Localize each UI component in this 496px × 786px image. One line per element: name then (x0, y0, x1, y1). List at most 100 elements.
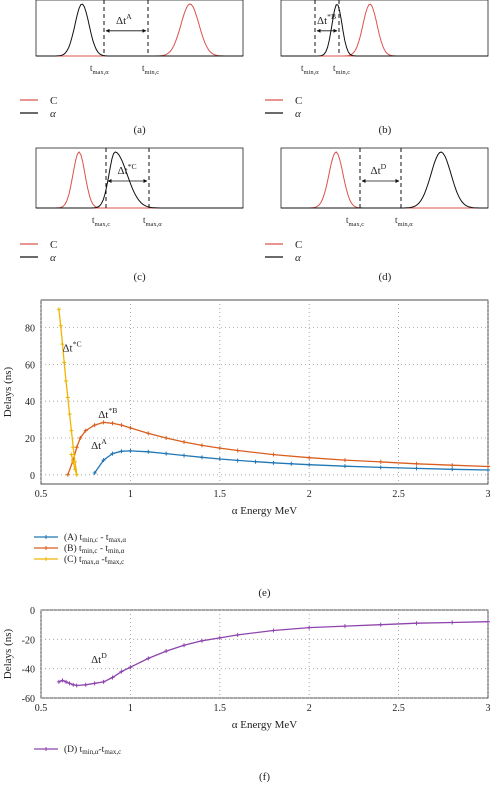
plot-e-series-point (119, 449, 124, 454)
plot-e-series-point (72, 467, 77, 472)
panel-a-alpha-curve (36, 3, 243, 57)
panel-c-caption: (c) (134, 271, 147, 283)
plot-e-series-point (217, 446, 222, 451)
plot-e-series-point (378, 459, 383, 464)
plot-f-xtick-label: 2 (307, 703, 312, 714)
plot-e-series-point (74, 472, 79, 477)
plot-e-series-point (271, 460, 276, 465)
plot-e-series-point (71, 445, 76, 450)
plot-e-xtick-label: 1.5 (214, 489, 227, 500)
plot-e-series-point (146, 449, 151, 454)
panel-b-legend-black-label: α (295, 108, 301, 120)
panel-b-legend-red-label: C (295, 95, 302, 107)
plot-e-series-point (450, 463, 455, 468)
panel-d-caption: (d) (379, 271, 392, 283)
panel-d-frame (280, 147, 489, 209)
plot-e-xtick-label: 2.5 (392, 489, 405, 500)
plot-e-series-point (164, 451, 169, 456)
plot-f-legend-label: (D) tmin,α-tmax,c (64, 744, 121, 756)
plot-f-ytick-label: -60 (22, 694, 35, 705)
plot-e-series-point (74, 445, 79, 450)
panel-b-delta-label: Δt*B (317, 12, 336, 27)
plot-f-series-point (128, 665, 133, 670)
plot-e-ytick-label: 60 (25, 360, 35, 371)
plot-f-series-point (450, 620, 455, 625)
plot-f-series-point (74, 683, 79, 688)
plot-f-series-point (64, 679, 69, 684)
panel-c-c-curve (36, 151, 243, 209)
plot-f-series-point (271, 628, 276, 633)
plot-e-series-point (60, 342, 65, 347)
panel-a-c-curve (36, 3, 243, 57)
plot-e-xtick-label: 1 (128, 489, 133, 500)
plot-f-series-point (56, 679, 61, 684)
panel-c-tick-2: tmax,α (143, 215, 162, 228)
plot-f-series-point (110, 675, 115, 680)
plot-e-series-point (64, 378, 69, 383)
plot-e-series-point (92, 470, 97, 475)
plot-e-series-point (56, 307, 61, 312)
plot-e-series-point (101, 458, 106, 463)
panel-b-tick-1: tmin,α (301, 63, 319, 76)
plot-f-series-point (67, 681, 72, 686)
plot-f-series-point (217, 635, 222, 640)
plot-e-series-point (67, 412, 72, 417)
plot-f-series-point (307, 625, 312, 630)
plot-e-annotation: Δt*B (98, 406, 117, 421)
plot-e-xtick-label: 2 (307, 489, 312, 500)
plot-e-series-point (164, 436, 169, 440)
plot-f-series-point (71, 682, 76, 687)
plot-e-xlabel: α Energy MeV (232, 505, 297, 517)
plot-e-annotation: ΔtA (91, 437, 107, 452)
plot-f-series-point (83, 682, 88, 687)
plot-f-xtick-label: 2.5 (392, 703, 405, 714)
plot-f-legend-marker (44, 747, 48, 751)
panel-d-alpha-curve (281, 151, 488, 209)
plot-e-series-point (307, 455, 312, 460)
plot-e-series-point (342, 458, 347, 463)
plot-e-series-point (414, 461, 419, 466)
plot-f-series-point (92, 681, 97, 686)
plot-e-ytick-label: 80 (25, 324, 35, 335)
panel-b-caption: (b) (379, 124, 392, 136)
plot-e-legend-label: (A) tmin,c - tmax,α (64, 532, 126, 544)
plot-e-series-point (182, 440, 187, 445)
panel-d-tick-2: tmin,α (395, 215, 413, 228)
panel-b-frame (280, 0, 489, 57)
plot-e-annotation: Δt*C (62, 340, 81, 355)
plot-e-series-point (58, 323, 63, 328)
plot-f-xlabel: α Energy MeV (232, 719, 297, 731)
plot-e-series-point (289, 461, 294, 466)
plot-e-series-point (486, 464, 490, 469)
plot-f-ytick-label: -20 (22, 635, 35, 646)
plot-e-series-point (146, 431, 151, 436)
panel-d-legend-black-label: α (295, 252, 301, 264)
plot-f-ylabel: Delays (ns) (2, 628, 14, 679)
plot-e-caption: (e) (258, 587, 271, 599)
plot-f-xtick-label: 1.5 (214, 703, 227, 714)
plot-e-ytick-label: 0 (30, 471, 35, 482)
plot-e-series-point (271, 452, 276, 457)
plot-e-series-point (450, 467, 455, 472)
plot-e-series-point (182, 453, 187, 458)
panel-d-c-curve (281, 151, 488, 209)
plot-e-series-point (378, 465, 383, 470)
panel-d-legend-red-label: C (295, 239, 302, 251)
plot-f-ytick-label: -40 (22, 665, 35, 676)
plot-e-series-point (110, 421, 115, 426)
plot-e-series-point (65, 472, 70, 477)
plot-e-series-point (69, 428, 74, 433)
panel-a-tick-2: tmin,c (142, 63, 159, 76)
plot-f-series-point (60, 678, 65, 683)
panel-a-frame (35, 0, 244, 57)
plot-e-series-point (69, 452, 74, 457)
plot-f-caption: (f) (259, 771, 270, 783)
plot-e-series-point (62, 360, 67, 365)
plot-f-series-point (119, 669, 124, 674)
plot-e-xtick-label: 3 (486, 489, 491, 500)
plot-e-series-point (110, 451, 115, 456)
plot-e-series-point (101, 420, 106, 425)
panel-a-tick-1: tmax,α (90, 63, 109, 76)
panel-c-delta-label: Δt*C (118, 162, 137, 177)
